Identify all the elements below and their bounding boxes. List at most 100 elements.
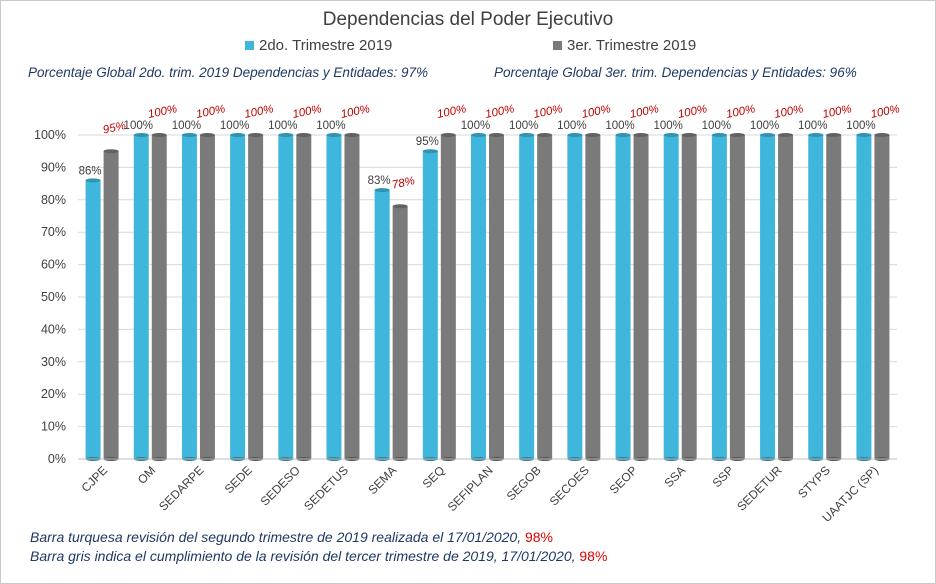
legend-label-3er: 3er. Trimestre 2019 <box>567 37 697 54</box>
bar-top <box>874 133 890 137</box>
x-tick-label: SEDESO <box>258 463 303 508</box>
bar-2do <box>374 190 390 459</box>
bar-top <box>440 133 456 137</box>
global-percentage-3er: Porcentaje Global 3er. trim. Dependencia… <box>494 65 857 80</box>
legend-swatch-2do <box>245 41 254 50</box>
data-label-3er: 100% <box>725 103 756 121</box>
bar-2do <box>711 135 727 459</box>
data-label-3er: 100% <box>195 103 226 121</box>
data-label-3er: 100% <box>147 103 178 121</box>
bar-top <box>489 133 504 137</box>
bar-3er <box>826 135 842 459</box>
bar-top <box>826 133 842 137</box>
data-label-2do: 100% <box>605 120 634 132</box>
bar-top <box>344 133 360 137</box>
bar-3er <box>392 206 408 459</box>
y-tick-label: 60% <box>41 258 66 272</box>
data-label-2do: 100% <box>220 120 249 132</box>
bar-top <box>585 133 601 137</box>
bar-2do <box>230 135 246 459</box>
data-label-2do: 100% <box>702 120 731 132</box>
data-label-2do: 100% <box>509 120 538 132</box>
data-label-2do: 83% <box>368 175 391 187</box>
data-label-3er: 100% <box>677 103 708 121</box>
data-label-3er: 100% <box>532 103 563 121</box>
y-tick-label: 80% <box>41 193 66 207</box>
bar-2do <box>422 151 438 459</box>
note-line-2-percent: 98% <box>579 548 608 564</box>
y-tick-label: 40% <box>41 322 66 336</box>
data-label-2do: 100% <box>750 120 779 132</box>
bar-top <box>729 133 745 137</box>
bar-top <box>199 133 215 137</box>
data-label-3er: 95% <box>102 120 127 137</box>
bar-2do <box>278 135 294 459</box>
bar-3er <box>778 135 794 459</box>
bar-top <box>422 149 438 154</box>
x-tick-label: SECOES <box>547 463 592 508</box>
x-tick-label: SEDETUS <box>301 463 351 513</box>
data-label-3er: 78% <box>391 175 416 192</box>
legend-label-2do: 2do. Trimestre 2019 <box>259 37 393 54</box>
data-label-2do: 100% <box>557 120 586 132</box>
bar-3er <box>199 135 215 459</box>
bar-top <box>519 133 535 137</box>
bar-top <box>296 133 312 137</box>
bar-top <box>471 133 486 137</box>
bar-top <box>85 178 101 183</box>
bar-top <box>681 133 697 137</box>
bar-top <box>326 133 342 137</box>
note-line-2: Barra gris indica el cumplimiento de la … <box>30 548 607 564</box>
x-tick-label: SEQ <box>420 463 448 491</box>
bar-2do <box>85 180 101 460</box>
bar-3er <box>344 135 360 459</box>
note-line-2-text: Barra gris indica el cumplimiento de la … <box>30 548 580 564</box>
data-label-3er: 100% <box>629 103 660 121</box>
data-label-3er: 100% <box>436 103 467 121</box>
data-label-2do: 100% <box>461 120 490 132</box>
x-tick-label: SEFIPLAN <box>445 463 496 514</box>
y-tick-label: 30% <box>41 355 66 369</box>
legend-swatch-3er <box>553 41 562 50</box>
bar-top <box>633 133 649 137</box>
data-label-2do: 100% <box>653 120 682 132</box>
bar-2do <box>471 135 486 459</box>
bar-top <box>278 133 294 137</box>
x-tick-label: SSA <box>661 463 688 490</box>
bar-2do <box>519 135 535 459</box>
bar-2do <box>808 135 824 459</box>
bar-2do <box>760 135 776 459</box>
legend-item-3er: 3er. Trimestre 2019 <box>553 37 696 54</box>
bar-3er <box>585 135 601 459</box>
x-tick-label: SEDETUR <box>734 463 785 514</box>
data-label-2do: 100% <box>172 120 201 132</box>
bar-top <box>615 133 631 137</box>
data-label-3er: 100% <box>870 103 901 121</box>
data-label-2do: 100% <box>846 120 875 132</box>
bar-3er <box>537 135 553 459</box>
bar-3er <box>874 135 890 459</box>
bar-top <box>711 133 727 137</box>
bar-3er <box>489 135 504 459</box>
x-tick-label: SEGOB <box>504 463 544 503</box>
x-tick-label: STYPS <box>795 463 833 501</box>
data-label-3er: 100% <box>581 103 612 121</box>
data-label-2do: 86% <box>79 165 102 177</box>
y-tick-label: 50% <box>41 290 66 304</box>
y-tick-label: 100% <box>34 128 66 142</box>
bar-3er <box>296 135 312 459</box>
legend-item-2do: 2do. Trimestre 2019 <box>245 37 392 54</box>
data-label-3er: 100% <box>484 103 515 121</box>
bar-3er <box>681 135 697 459</box>
bar-top <box>374 188 390 193</box>
bar-top <box>103 149 119 154</box>
y-tick-label: 0% <box>48 452 66 466</box>
chart-title: Dependencias del Poder Ejecutivo <box>322 9 614 30</box>
bar-3er <box>633 135 649 459</box>
bar-2do <box>326 135 342 459</box>
bar-top <box>808 133 824 137</box>
bar-top <box>567 133 583 137</box>
y-tick-label: 10% <box>41 420 66 434</box>
x-tick-label: SEDE <box>222 463 255 496</box>
